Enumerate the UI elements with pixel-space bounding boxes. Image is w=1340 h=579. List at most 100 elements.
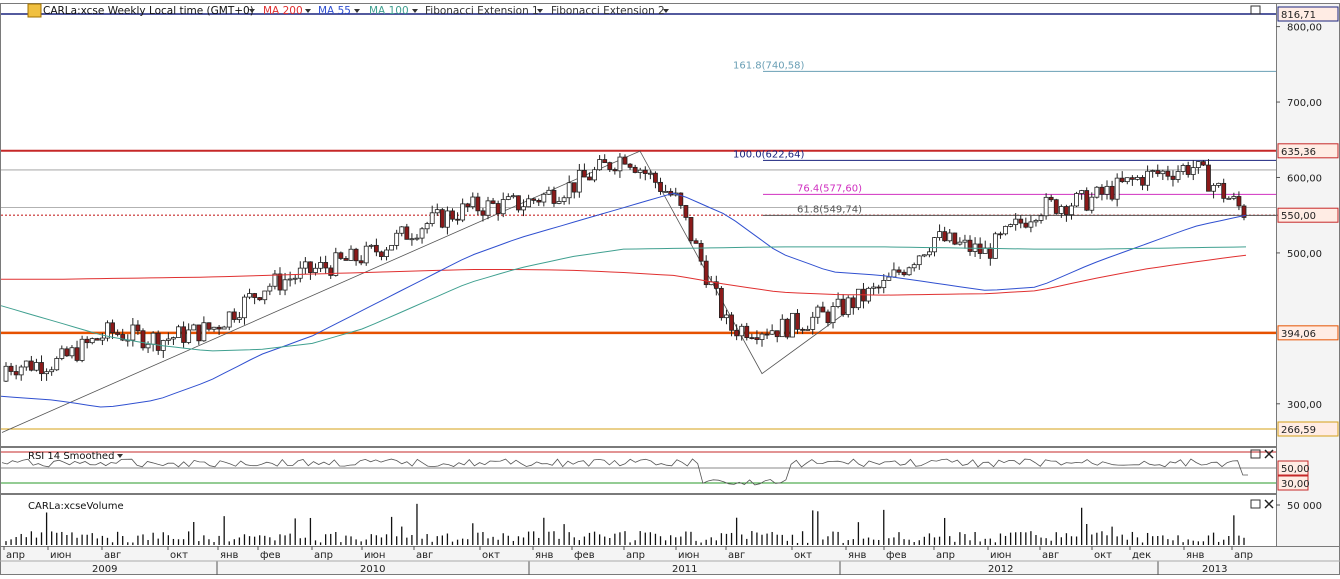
candle-body <box>1180 165 1186 172</box>
candle-body <box>1119 177 1125 183</box>
candle-body <box>1190 167 1196 175</box>
candle-body <box>901 271 907 276</box>
close-icon[interactable] <box>1264 499 1274 509</box>
indicator-label[interactable]: MA 100 <box>369 5 409 17</box>
price-marker-box <box>1277 143 1339 159</box>
fib-level-label: 100.0(622,64) <box>733 149 805 160</box>
candle-body <box>688 217 694 242</box>
candle-body <box>561 197 567 202</box>
candle-body <box>921 254 927 257</box>
month-label: апр <box>1234 550 1253 561</box>
candle-body <box>495 203 501 215</box>
candle-body <box>1048 196 1054 201</box>
candle-body <box>1089 196 1095 211</box>
candle-body <box>769 330 775 335</box>
rsi-title[interactable]: RSI 14 Smoothed <box>28 451 114 462</box>
indicator-label[interactable]: Fibonacci Extension 1 <box>425 5 539 17</box>
candle-body <box>521 206 526 211</box>
candle-body <box>267 285 273 292</box>
symbol-label[interactable]: CARLa:xcse Weekly Local time (GMT+0) <box>43 5 254 17</box>
candle-body <box>871 286 877 289</box>
maximize-icon[interactable] <box>1250 5 1261 15</box>
candle-body <box>1129 177 1135 180</box>
candle-body <box>1175 171 1181 180</box>
candle-body <box>571 182 577 193</box>
candle-body <box>1226 197 1232 200</box>
candle-body <box>470 196 476 208</box>
candle-body <box>779 318 785 338</box>
fib-level-label: 76.4(577,60) <box>797 183 862 194</box>
candle-body <box>693 240 699 244</box>
maximize-icon[interactable] <box>1250 499 1261 509</box>
candle-body <box>54 358 60 371</box>
candle-body <box>556 201 562 204</box>
candle-body <box>546 189 552 195</box>
candle-body <box>713 281 719 289</box>
candle-body <box>475 196 481 212</box>
candle-body <box>94 338 100 341</box>
price-tick-label: 500,00 <box>1287 249 1322 260</box>
candle-body <box>647 172 653 175</box>
month-label: июн <box>990 550 1011 561</box>
year-label: 2010 <box>360 564 385 575</box>
month-label: июн <box>50 550 71 561</box>
candle-body <box>1104 185 1110 195</box>
candle-body <box>795 312 800 330</box>
candle-body <box>774 330 780 338</box>
month-label: апр <box>6 550 25 561</box>
indicator-label[interactable]: MA 55 <box>318 5 351 17</box>
month-label: авг <box>728 550 745 561</box>
candle-body <box>100 337 105 341</box>
candle-body <box>201 322 207 342</box>
price-axis-panel <box>1276 3 1340 547</box>
chevron-down-icon[interactable] <box>249 9 255 13</box>
candle-body <box>277 273 283 291</box>
volume-pane <box>0 494 1277 547</box>
candle-body <box>465 203 471 208</box>
candle-body <box>135 324 141 332</box>
candle-body <box>790 312 795 338</box>
candle-body <box>353 248 359 262</box>
indicator-label[interactable]: MA 200 <box>263 5 303 17</box>
close-icon[interactable] <box>1264 449 1274 459</box>
indicator-label[interactable]: Fibonacci Extension 2 <box>551 5 665 17</box>
candle-body <box>825 311 831 324</box>
candle-body <box>1023 222 1029 228</box>
candle-body <box>49 369 55 373</box>
candle-body <box>3 365 9 382</box>
chevron-down-icon[interactable] <box>537 9 543 13</box>
maximize-icon[interactable] <box>1250 449 1261 459</box>
candle-body <box>490 200 496 204</box>
candle-body <box>1109 185 1115 200</box>
candle-body <box>221 326 227 330</box>
candle-body <box>881 280 887 289</box>
candle-body <box>1206 164 1211 192</box>
chevron-down-icon[interactable] <box>663 9 669 13</box>
candle-body <box>1033 219 1039 223</box>
candle-body <box>1064 206 1069 216</box>
volume-title[interactable]: CARLa:xcseVolume <box>28 501 124 512</box>
candle-body <box>510 195 516 198</box>
candle-body <box>287 278 293 281</box>
candle-body <box>282 279 288 291</box>
chevron-down-icon[interactable] <box>117 454 123 458</box>
candle-body <box>987 247 993 259</box>
chevron-down-icon[interactable] <box>412 9 418 13</box>
candle-body <box>419 228 425 239</box>
candle-body <box>952 232 958 245</box>
month-label: окт <box>794 550 812 561</box>
candle-body <box>120 334 126 341</box>
candle-body <box>373 244 379 253</box>
candle-body <box>678 192 684 206</box>
candle-body <box>394 232 400 246</box>
candle-body <box>815 306 821 318</box>
candle-body <box>962 239 968 243</box>
chevron-down-icon[interactable] <box>305 9 311 13</box>
candle-body <box>835 298 841 307</box>
candle-body <box>749 337 755 340</box>
chevron-down-icon[interactable] <box>354 9 360 13</box>
candle-body <box>1201 161 1206 166</box>
candle-body <box>186 329 192 343</box>
candle-body <box>1216 182 1222 186</box>
